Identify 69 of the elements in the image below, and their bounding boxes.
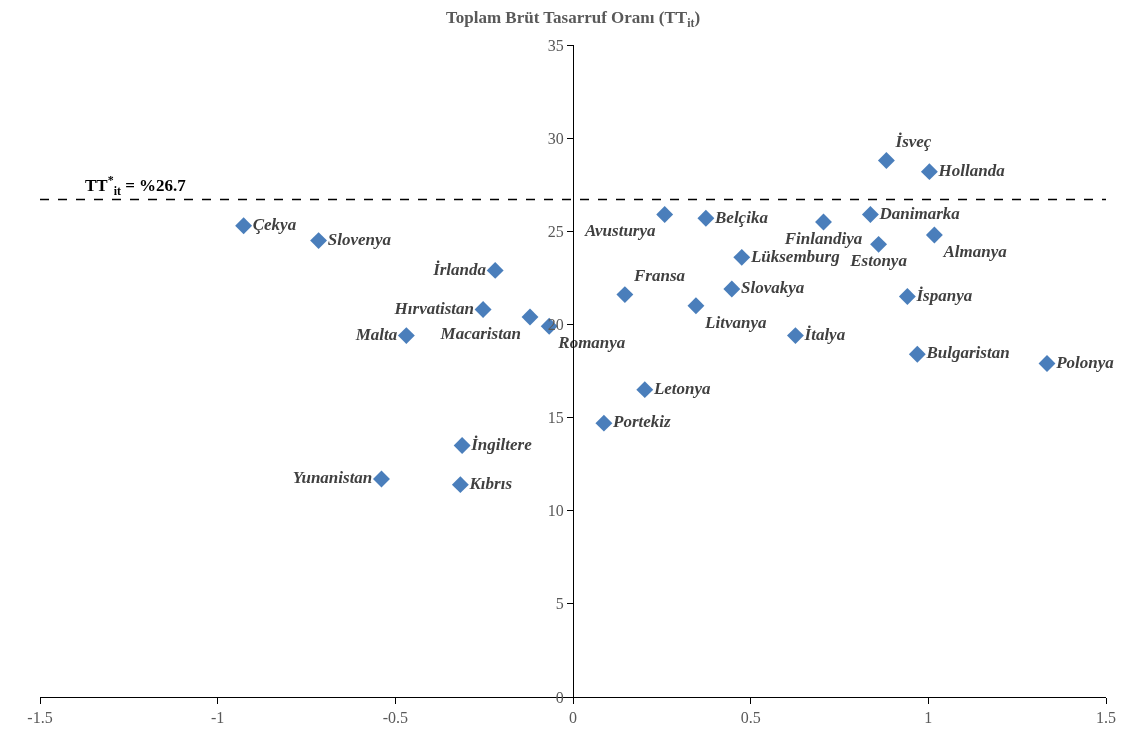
x-tick-label: 1 [924,709,933,727]
point [656,206,674,223]
y-tick-label: 15 [547,409,564,427]
point [636,381,654,399]
data-label: Lüksemburg [749,246,841,266]
x-tick-label: -1.5 [27,709,53,727]
point [474,301,492,318]
x-tick-label: 0.5 [740,709,761,727]
data-label: Finlandiya [783,228,863,248]
y-tick-label: 25 [547,222,564,240]
point [877,152,895,169]
y-tick-label: 35 [547,36,564,54]
data-label: Yunanistan [292,468,373,488]
point [616,286,634,304]
point [786,327,804,345]
point [373,470,390,488]
point [733,248,751,266]
x-tick-label: 1.5 [1096,709,1116,727]
point [595,414,613,432]
data-label: Malta [354,324,398,344]
x-tick-label: -1 [211,709,225,727]
data-label: Fransa [633,266,686,286]
data-label: Letonya [652,378,712,398]
data-label: Çekya [252,214,297,234]
data-label: Almanya [942,241,1008,261]
point [898,288,916,305]
point [235,217,253,235]
point [453,437,471,454]
ref-line-label: TT$^{*}$$_{it}$ = %26.7 [85,173,187,198]
x-tick-label: -0.5 [382,709,408,727]
chart-title: Toplam Brüt Tasarruf Oranı (TT$_{it}$) [445,8,701,30]
point [861,206,879,223]
data-label: Belçika [714,207,769,227]
point [908,345,926,363]
point [687,297,705,315]
point [920,163,938,181]
point [723,280,741,298]
point [310,232,328,250]
point [925,226,943,244]
point [486,261,504,279]
data-label: Slovakya [740,278,805,298]
data-label: Macaristan [439,323,521,343]
x-tick-label: 0 [569,709,577,727]
point [521,308,539,326]
y-tick-label: 30 [547,129,564,147]
data-label: İsveç [894,132,932,152]
data-label: Hollanda [937,160,1006,180]
data-label: İrlanda [432,259,487,279]
data-label: İspanya [915,285,973,305]
data-label: İngiltere [470,434,533,454]
point [1038,355,1056,372]
y-tick-label: 5 [555,595,564,613]
point [397,327,415,345]
data-label: Estonya [849,251,908,271]
data-label: Danimarka [878,203,961,223]
point [451,476,469,494]
data-label: Slovenya [327,229,392,249]
point [697,209,715,227]
data-label: Hırvatistan [393,298,474,318]
point [815,213,832,231]
data-label: Avusturya [584,221,657,241]
data-label: Litvanya [704,312,767,332]
y-tick-label: 10 [547,502,564,520]
data-label: Polonya [1055,352,1115,372]
data-label: Kıbrıs [468,473,513,493]
point [870,235,888,253]
data-label: İtalya [803,324,846,344]
data-label: Portekiz [612,412,672,432]
data-label: Bulgaristan [925,343,1010,363]
